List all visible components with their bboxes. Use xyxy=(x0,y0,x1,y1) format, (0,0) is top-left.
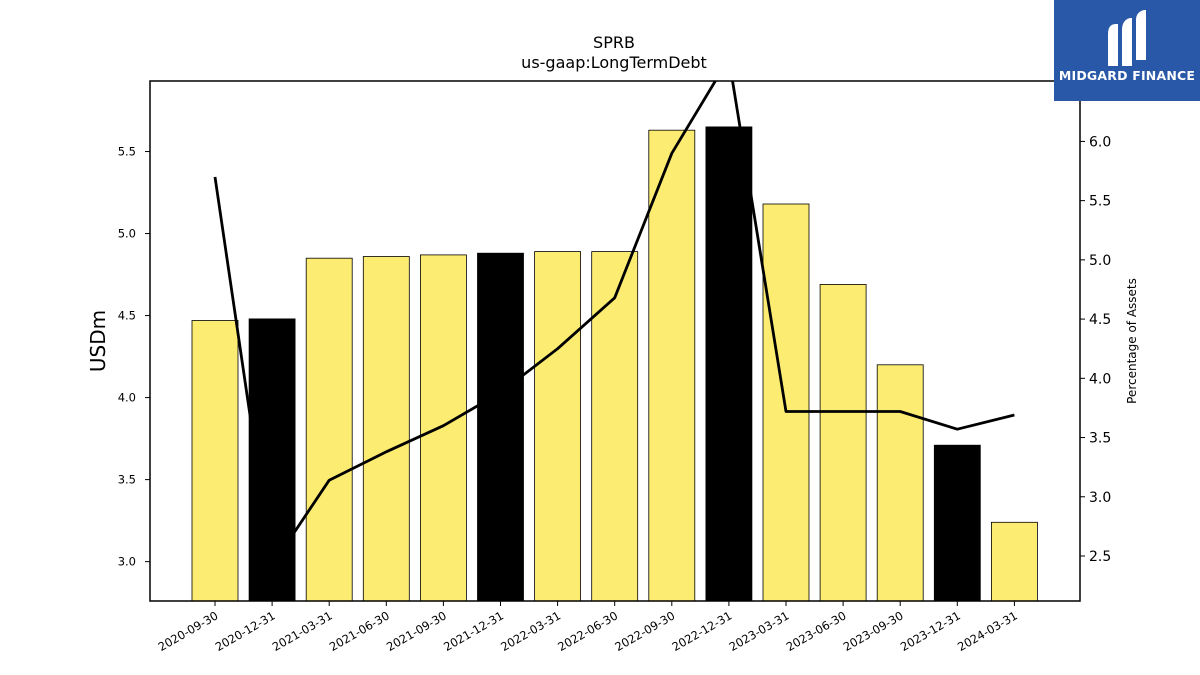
y-tick-label: 4.0 xyxy=(118,391,136,405)
x-tick-label: 2021-06-30 xyxy=(327,608,392,654)
bar-2023-03-31 xyxy=(762,203,810,602)
y-tick-label: 3.5 xyxy=(118,473,136,487)
y2-tick-label: 3.0 xyxy=(1089,490,1111,506)
y-tick-label: 4.5 xyxy=(118,309,136,323)
percentage-of-assets-line xyxy=(213,81,1015,567)
x-tick-label: 2021-03-31 xyxy=(270,608,335,654)
y2-tick-label: 2.5 xyxy=(1089,549,1111,565)
midgard-finance-logo: MIDGARD FINANCE xyxy=(1054,0,1200,101)
bar-2022-06-30 xyxy=(591,251,639,602)
x-tick-label: 2022-09-30 xyxy=(612,608,677,654)
x-axis: 2020-09-302020-12-312021-03-312021-06-30… xyxy=(156,601,1020,654)
x-tick-label: 2023-06-30 xyxy=(784,608,849,654)
y-tick-label: 3.0 xyxy=(118,555,136,569)
bar-series xyxy=(191,126,1038,602)
x-tick-label: 2024-03-31 xyxy=(955,608,1020,654)
y2-tick-label: 4.0 xyxy=(1089,371,1111,387)
bar-2021-03-31 xyxy=(305,257,353,602)
chart-subtitle: us-gaap:LongTermDebt xyxy=(521,53,707,72)
y2-tick-label: 6.0 xyxy=(1089,134,1111,150)
x-tick-label: 2023-12-31 xyxy=(898,608,963,654)
bar-2023-06-30 xyxy=(819,283,867,602)
y2-tick-label: 3.5 xyxy=(1089,431,1111,447)
x-tick-label: 2021-09-30 xyxy=(384,608,449,654)
y-tick-label: 5.5 xyxy=(118,145,136,159)
logo-mark-icon xyxy=(1108,10,1146,66)
y2-tick-label: 5.0 xyxy=(1089,253,1111,269)
x-tick-label: 2023-09-30 xyxy=(841,608,906,654)
logo-text: MIDGARD FINANCE xyxy=(1058,68,1196,83)
x-tick-label: 2020-12-31 xyxy=(213,608,278,654)
y-axis-right: 2.5 3.0 3.5 4.0 4.5 5.0 5.5 6.0 xyxy=(1080,134,1111,565)
bar-2023-09-30 xyxy=(876,364,924,602)
bar-2021-06-30 xyxy=(362,256,410,602)
bar-2020-09-30 xyxy=(191,320,239,602)
bar-2022-03-31 xyxy=(534,251,581,602)
line-series xyxy=(213,81,1015,567)
y-tick-label: 5.0 xyxy=(118,227,136,241)
bar-2021-09-30 xyxy=(419,254,467,602)
x-tick-label: 2022-12-31 xyxy=(670,608,735,654)
x-tick-label: 2023-03-31 xyxy=(727,608,792,654)
chart-title: SPRB xyxy=(593,33,635,52)
y-axis-label: USDm xyxy=(86,310,110,372)
x-tick-label: 2020-09-30 xyxy=(156,608,221,654)
bar-2024-03-31 xyxy=(991,521,1038,602)
bar-2022-09-30 xyxy=(648,129,696,602)
x-tick-label: 2022-03-31 xyxy=(498,608,563,654)
y2-tick-label: 4.5 xyxy=(1089,312,1111,328)
y2-tick-label: 5.5 xyxy=(1089,194,1111,210)
bar-2022-12-31 xyxy=(705,126,753,602)
y2-axis-label: Percentage of Assets xyxy=(1125,278,1139,404)
bar-2021-12-31 xyxy=(477,252,524,602)
x-tick-label: 2021-12-31 xyxy=(441,608,506,654)
y-axis-left: 3.0 3.5 4.0 4.5 5.0 5.5 xyxy=(118,145,150,569)
x-tick-label: 2022-06-30 xyxy=(555,608,620,654)
bar-2023-12-31 xyxy=(933,444,981,602)
